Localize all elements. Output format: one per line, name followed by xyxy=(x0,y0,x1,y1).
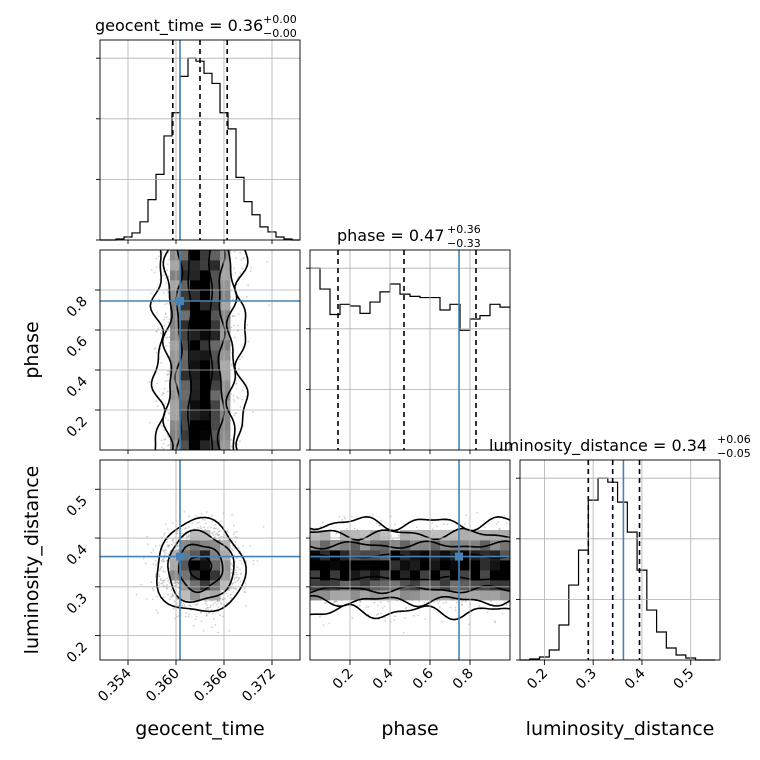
panel-frame-phase-hist xyxy=(309,249,511,451)
density-cells-0 xyxy=(170,250,231,450)
panel-frame-geocent-time-vs-luminosity-distance xyxy=(99,459,301,661)
title-prefix: geocent_time = 0.36 xyxy=(95,16,263,36)
title-luminosity-distance-plus: +0.06 xyxy=(717,433,751,446)
xtick-label-geocent-time-2: 0.366 xyxy=(191,665,231,705)
ytick-label-phase-2: 0.6 xyxy=(64,333,91,360)
title-phase-minus: −0.33 xyxy=(447,237,481,250)
contour-2-0-lo xyxy=(310,575,510,581)
contour-2-2-hi xyxy=(310,527,510,541)
density-cells-1 xyxy=(170,530,231,601)
contour-1-1 xyxy=(177,543,224,594)
contour-1-2 xyxy=(167,529,235,604)
xtick-label-geocent-time-3: 0.372 xyxy=(239,666,279,706)
contour-0-3-lo xyxy=(149,250,166,450)
title-luminosity-distance: luminosity_distance = 0.34 xyxy=(489,436,707,456)
ytick-label-phase-1: 0.4 xyxy=(64,373,91,400)
xtick-label-geocent-time-1: 0.360 xyxy=(143,666,183,706)
ylabel-phase: phase xyxy=(21,321,43,378)
histogram-luminosity-distance xyxy=(520,477,716,661)
xtick-label-luminosity-distance-2: 0.4 xyxy=(622,665,649,692)
panel-frame-geocent-time-hist xyxy=(99,39,301,241)
panel-frame-geocent-time-vs-phase xyxy=(99,249,301,451)
title-geocent-time-minus: −0.00 xyxy=(263,27,297,40)
title-prefix: luminosity_distance = 0.34 xyxy=(489,436,707,456)
xtick-label-geocent-time-0: 0.354 xyxy=(95,665,135,705)
histogram-phase xyxy=(310,267,510,331)
ytick-label-phase-0: 0.2 xyxy=(64,414,91,441)
contour-2-3-hi xyxy=(310,515,510,532)
grid-layer xyxy=(100,40,720,660)
truth-marker-0 xyxy=(176,297,184,305)
xlabel-luminosity-distance: luminosity_distance xyxy=(526,718,715,740)
ytick-label-luminosity-distance-1: 0.3 xyxy=(64,590,91,617)
ytick-label-phase-3: 0.8 xyxy=(64,294,91,321)
xtick-label-luminosity-distance-0: 0.2 xyxy=(524,666,551,693)
tick-layer xyxy=(95,57,692,665)
contour-0-0-lo xyxy=(186,250,193,450)
histogram-layer xyxy=(100,57,716,661)
title-geocent-time: geocent_time = 0.36 xyxy=(95,16,263,36)
frame-layer xyxy=(99,39,721,661)
text-layer: geocent_time = 0.36 +0.00 −0.00 phase = … xyxy=(21,13,751,740)
quantile-truth-layer xyxy=(100,40,641,660)
title-phase-plus: +0.36 xyxy=(447,223,481,236)
contour-0-3-hi xyxy=(233,250,249,450)
xtick-label-phase-3: 0.8 xyxy=(450,666,477,693)
density-cells-2 xyxy=(310,530,510,601)
xtick-label-phase-0: 0.2 xyxy=(330,666,357,693)
xtick-label-phase-2: 0.6 xyxy=(410,665,437,692)
xlabel-geocent-time: geocent_time xyxy=(135,718,264,740)
panel-frame-luminosity-distance-hist xyxy=(519,459,721,661)
truth-marker-2 xyxy=(455,552,463,561)
contour-0-0-hi xyxy=(208,250,214,450)
contour-0-2-hi xyxy=(225,250,238,450)
ytick-label-luminosity-distance-2: 0.4 xyxy=(64,541,91,568)
title-phase: phase = 0.47 xyxy=(337,226,444,245)
panel-frame-phase-vs-luminosity-distance xyxy=(309,459,511,661)
contour-2-1-hi xyxy=(310,540,510,550)
ytick-label-luminosity-distance-3: 0.5 xyxy=(64,493,91,520)
contour-1-3 xyxy=(155,516,247,613)
title-prefix: phase = 0.47 xyxy=(337,226,444,245)
truth-marker-1 xyxy=(176,552,184,561)
title-luminosity-distance-minus: −0.05 xyxy=(717,447,751,460)
contour-2-3-lo xyxy=(310,603,510,621)
ylabel-luminosity-distance: luminosity_distance xyxy=(21,466,43,655)
xtick-label-luminosity-distance-1: 0.3 xyxy=(573,666,600,693)
contour-2-1-lo xyxy=(310,584,510,595)
xlabel-phase: phase xyxy=(381,718,438,740)
ytick-label-luminosity-distance-0: 0.2 xyxy=(64,639,91,666)
histogram-geocent-time xyxy=(100,57,300,241)
title-geocent-time-plus: +0.00 xyxy=(263,13,297,26)
xtick-label-phase-1: 0.4 xyxy=(370,665,397,692)
xtick-label-luminosity-distance-3: 0.5 xyxy=(671,666,698,693)
